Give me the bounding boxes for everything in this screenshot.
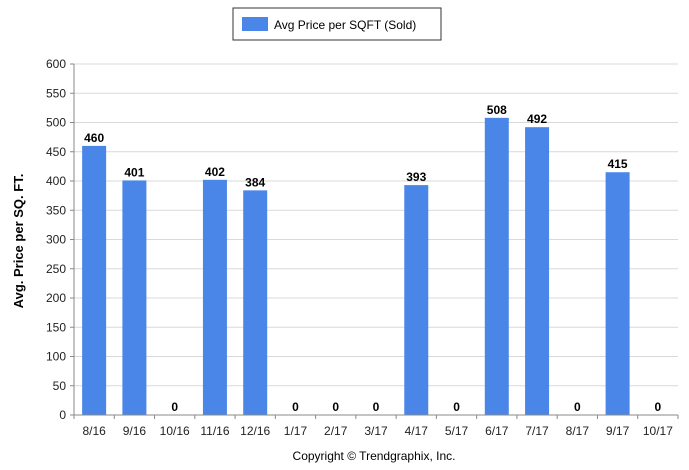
data-label: 415 — [608, 157, 628, 171]
x-tick-label: 3/17 — [364, 424, 388, 438]
x-tick-label: 8/17 — [566, 424, 590, 438]
x-tick-label: 5/17 — [445, 424, 469, 438]
y-tick-label: 100 — [46, 350, 66, 364]
bars — [82, 117, 630, 416]
x-tick-label: 9/17 — [606, 424, 630, 438]
data-label: 460 — [84, 131, 104, 145]
x-tick-label: 7/17 — [525, 424, 549, 438]
data-label: 401 — [124, 165, 144, 179]
bar — [243, 190, 268, 415]
y-tick-label: 300 — [46, 233, 66, 247]
x-tick-label: 10/17 — [643, 424, 673, 438]
legend: Avg Price per SQFT (Sold) — [232, 7, 442, 41]
x-axis-ticks: 8/16 9/16 10/16 11/16 12/16 1/17 2/17 3/17 4/17 5… — [73, 415, 679, 438]
data-label: 0 — [171, 400, 178, 414]
x-tick-label: 4/17 — [405, 424, 429, 438]
y-tick-label: 50 — [53, 379, 67, 393]
y-tick-label: 550 — [46, 86, 66, 100]
data-label: 0 — [292, 400, 299, 414]
y-tick-label: 600 — [46, 57, 66, 71]
data-label: 492 — [527, 112, 547, 126]
bar — [404, 185, 429, 415]
y-tick-label: 150 — [46, 320, 66, 334]
y-tick-label: 400 — [46, 174, 66, 188]
x-tick-label: 11/16 — [200, 424, 229, 438]
x-tick-label: 10/16 — [160, 424, 190, 438]
data-label: 0 — [453, 400, 460, 414]
legend-swatch — [242, 17, 268, 31]
gridlines — [74, 63, 678, 387]
data-label: 0 — [574, 400, 581, 414]
bar — [605, 172, 630, 415]
data-label: 0 — [655, 400, 662, 414]
x-tick-label: 12/16 — [240, 424, 270, 438]
data-labels: 460 401 0 402 384 0 0 0 393 0 508 492 0 415 0 — [84, 103, 661, 414]
y-tick-label: 250 — [46, 262, 66, 276]
data-label: 402 — [205, 165, 225, 179]
bar — [82, 145, 107, 415]
bar — [525, 127, 550, 416]
y-axis-title: Avg. Price per SQ. FT. — [11, 174, 26, 309]
x-tick-label: 2/17 — [324, 424, 348, 438]
legend-label: Avg Price per SQFT (Sold) — [274, 18, 416, 32]
data-label: 508 — [487, 103, 507, 117]
data-label: 0 — [332, 400, 339, 414]
y-tick-label: 200 — [46, 291, 66, 305]
x-tick-label: 9/16 — [123, 424, 147, 438]
y-tick-label: 450 — [46, 145, 66, 159]
y-tick-label: 500 — [46, 116, 66, 130]
y-axis-ticks: 0 50 100 150 200 250 300 350 400 450 500 550 600 — [46, 57, 74, 422]
y-tick-label: 0 — [59, 408, 66, 422]
x-tick-label: 6/17 — [485, 424, 509, 438]
data-label: 384 — [245, 175, 265, 189]
y-tick-label: 350 — [46, 203, 66, 217]
bar — [122, 180, 147, 415]
bar — [202, 179, 227, 415]
data-label: 393 — [406, 170, 426, 184]
data-label: 0 — [373, 400, 380, 414]
x-tick-label: 8/16 — [82, 424, 106, 438]
copyright-footer: Copyright © Trendgraphix, Inc. — [293, 449, 456, 463]
x-tick-label: 1/17 — [284, 424, 308, 438]
bar — [484, 117, 509, 415]
